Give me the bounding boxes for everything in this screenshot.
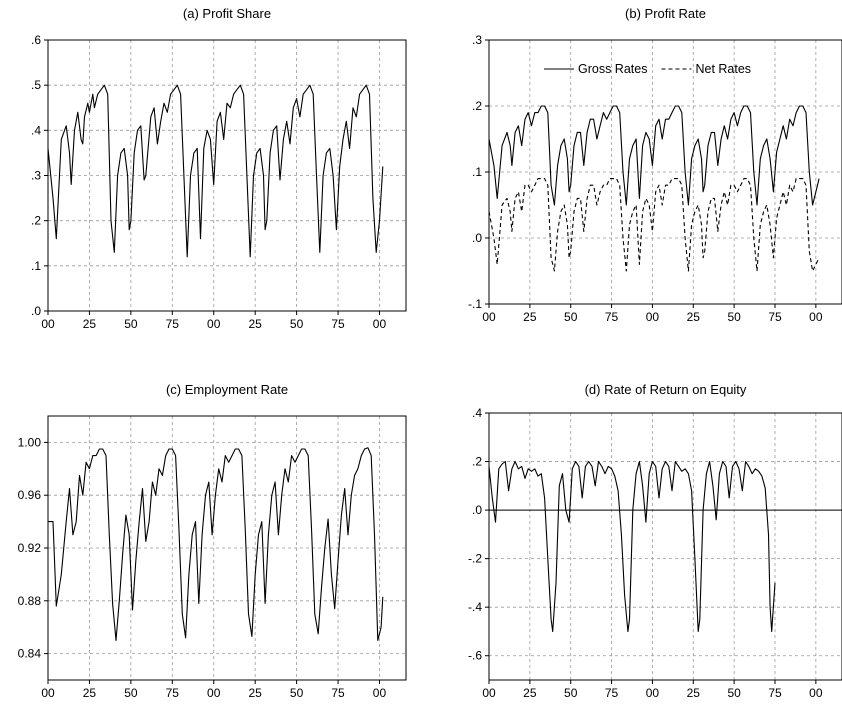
- y-tick-label: 0.84: [18, 647, 42, 661]
- y-tick-label: .0: [31, 304, 41, 318]
- y-tick-label: .0: [472, 231, 482, 245]
- x-tick-label: 00: [373, 317, 387, 331]
- y-tick-label: 0.96: [18, 488, 42, 502]
- x-tick-label: 00: [482, 310, 496, 324]
- panel-a: (a) Profit Share .0 .1 .2 .3 .4 .5 .6 00 25 50 75 00…: [31, 6, 407, 331]
- legend-label: Net Rates: [695, 62, 751, 76]
- x-tick-label: 25: [523, 686, 537, 700]
- y-tick-label: .2: [472, 99, 482, 113]
- y-tick-label: 0.92: [18, 541, 42, 555]
- x-tick-label: 00: [646, 686, 660, 700]
- x-tick-label: 75: [331, 686, 345, 700]
- x-tick-label: 75: [166, 317, 180, 331]
- x-tick-label: 50: [564, 686, 578, 700]
- x-tick-label: 50: [290, 317, 304, 331]
- net-rates-line: [489, 178, 820, 272]
- x-tick-label: 00: [41, 686, 55, 700]
- plot-frame: [488, 412, 842, 681]
- panel-b: (b) Profit Rate -.1 .0 .1 .2 .3 00 25 50 75 00 25 50…: [468, 6, 842, 324]
- plot-frame: [47, 415, 407, 681]
- x-tick-label: 00: [207, 317, 221, 331]
- y-tick-label: .3: [472, 33, 482, 47]
- y-tick-label: .2: [472, 455, 482, 469]
- x-tick-label: 00: [646, 310, 660, 324]
- series-line: [48, 447, 384, 641]
- y-tick-label: .0: [472, 503, 482, 517]
- chart-title: (b) Profit Rate: [625, 6, 706, 21]
- x-tick-label: 75: [768, 310, 782, 324]
- x-tick-label: 75: [768, 686, 782, 700]
- x-tick-label: 00: [41, 317, 55, 331]
- y-tick-label: -.2: [468, 552, 482, 566]
- y-tick-label: .4: [472, 406, 482, 420]
- y-tick-label: .3: [31, 169, 41, 183]
- legend-label: Gross Rates: [578, 62, 647, 76]
- legend: Gross Rates Net Rates: [544, 62, 751, 76]
- x-tick-label: 50: [124, 686, 138, 700]
- x-tick-label: 50: [564, 310, 578, 324]
- x-tick-label: 00: [207, 686, 221, 700]
- x-tick-label: 50: [727, 686, 741, 700]
- plot-frame: [488, 39, 842, 305]
- y-tick-label: -.6: [468, 649, 482, 663]
- chart-title: (c) Employment Rate: [166, 382, 288, 397]
- chart-title: (a) Profit Share: [183, 6, 271, 21]
- x-tick-label: 75: [605, 310, 619, 324]
- x-tick-label: 75: [331, 317, 345, 331]
- series-line: [48, 84, 384, 258]
- chart-title: (d) Rate of Return on Equity: [585, 382, 747, 397]
- series-line: [489, 460, 776, 633]
- y-tick-label: .4: [31, 123, 41, 137]
- x-tick-label: 00: [373, 686, 387, 700]
- plot-frame: [47, 39, 407, 312]
- y-tick-label: -.4: [468, 600, 482, 614]
- panel-d: (d) Rate of Return on Equity -.6 -.4 -.2 .0.…: [468, 382, 842, 700]
- y-tick-label: .2: [31, 214, 41, 228]
- x-tick-label: 50: [727, 310, 741, 324]
- x-tick-label: 25: [248, 686, 262, 700]
- x-tick-label: 25: [687, 686, 701, 700]
- y-tick-label: 0.88: [18, 594, 42, 608]
- x-tick-label: 00: [809, 686, 823, 700]
- y-tick-label: .5: [31, 78, 41, 92]
- x-tick-label: 50: [124, 317, 138, 331]
- y-tick-label: 1.00: [18, 435, 42, 449]
- y-tick-label: .1: [31, 259, 41, 273]
- x-tick-label: 25: [248, 317, 262, 331]
- x-tick-label: 50: [290, 686, 304, 700]
- y-tick-label: .6: [31, 33, 41, 47]
- x-tick-label: 25: [687, 310, 701, 324]
- gross-rates-line: [489, 105, 820, 206]
- y-tick-label: -.1: [468, 297, 482, 311]
- x-tick-label: 75: [605, 686, 619, 700]
- x-tick-label: 25: [523, 310, 537, 324]
- x-tick-label: 75: [166, 686, 180, 700]
- y-tick-label: .1: [472, 165, 482, 179]
- x-tick-label: 25: [83, 317, 97, 331]
- x-tick-label: 25: [83, 686, 97, 700]
- panel-c: (c) Employment Rate 0.84 0.88 0.92 0.96 1.00 0…: [18, 382, 407, 700]
- x-tick-label: 00: [809, 310, 823, 324]
- x-tick-label: 00: [482, 686, 496, 700]
